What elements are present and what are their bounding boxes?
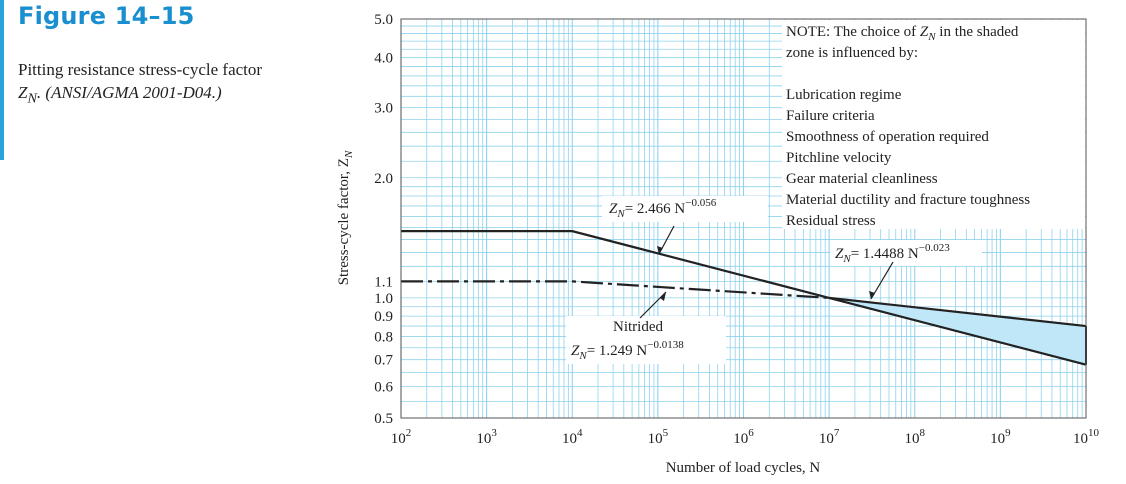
x-tick-exponent: 6 — [748, 427, 754, 439]
x-tick-base: 10 — [476, 431, 491, 447]
series-line-2 — [401, 280, 830, 299]
x-tick-base: 10 — [391, 431, 406, 447]
y-axis-label: Stress-cycle factor, ZN — [336, 150, 355, 285]
x-tick-label: 104 — [562, 427, 583, 447]
eq3-leader-arrow — [660, 292, 666, 301]
y-tick-label: 5.0 — [374, 12, 393, 28]
caption-accent-bar — [0, 0, 4, 160]
x-tick-base: 10 — [733, 431, 748, 447]
equation-steel-upper-subscript: N — [616, 208, 625, 220]
x-tick-exponent: 8 — [920, 427, 926, 439]
y-axis-label-subscript: N — [343, 150, 355, 159]
x-tick-base: 10 — [1073, 431, 1088, 447]
y-tick-label: 1.0 — [374, 291, 393, 307]
x-tick-label: 102 — [391, 427, 412, 447]
note-line-1-subscript: N — [927, 31, 936, 43]
y-tick-label: 2.0 — [374, 171, 393, 187]
eq1-leader-arrow — [657, 246, 663, 254]
note-item: Gear material cleanliness — [786, 171, 938, 187]
x-tick-exponent: 5 — [663, 427, 669, 439]
equation-steel-upper-symbol: Z — [609, 201, 618, 217]
y-tick-label: 0.8 — [374, 330, 393, 346]
eq2-leader-arrow — [869, 291, 875, 299]
figure-caption: Pitting resistance stress-cycle factor Z… — [18, 58, 268, 110]
equation-steel-upper-exponent: −0.056 — [685, 197, 716, 209]
y-tick-label: 0.5 — [374, 411, 393, 427]
x-tick-base: 10 — [562, 431, 577, 447]
plot-frame — [400, 18, 1087, 419]
note-item: Lubrication regime — [786, 87, 902, 103]
note-line-1-symbol: Z — [920, 24, 929, 40]
note-background-layer — [566, 20, 1085, 364]
x-axis-label: Number of load cycles, N — [666, 460, 821, 476]
note-item: Material ductility and fracture toughnes… — [786, 192, 1030, 208]
eq3-background — [566, 316, 726, 364]
equation-nitrided: ZN= 1.249 N−0.0138 — [571, 339, 684, 362]
caption-symbol: Z — [18, 83, 28, 102]
equation-steel-lower-exponent: −0.023 — [919, 242, 950, 254]
x-tick-base: 10 — [990, 431, 1005, 447]
note-item: Failure criteria — [786, 108, 875, 124]
eq3-leader-line — [639, 291, 667, 319]
x-tick-label: 107 — [819, 427, 840, 447]
figure-label: Figure 14–15 — [18, 2, 195, 30]
y-tick-label: 0.7 — [374, 353, 393, 369]
y-tick-label: 3.0 — [374, 101, 393, 117]
axis-layer — [400, 18, 1087, 419]
x-tick-exponent: 4 — [577, 427, 583, 439]
y-tick-label: 0.9 — [374, 309, 393, 325]
equation-nitrided-body: = 1.249 N — [587, 343, 648, 359]
x-tick-label: 105 — [648, 427, 669, 447]
x-tick-label: 108 — [905, 427, 926, 447]
equation-steel-lower-body: = 1.4488 N — [851, 246, 919, 262]
x-tick-label: 1010 — [1073, 427, 1100, 447]
x-tick-exponent: 9 — [1005, 427, 1011, 439]
eq1-background — [602, 196, 768, 222]
y-axis-label-text: Stress-cycle factor, Z — [336, 158, 352, 285]
eq2-leader-line — [870, 261, 894, 300]
x-tick-exponent: 10 — [1088, 427, 1100, 439]
x-tick-base: 10 — [648, 431, 663, 447]
x-tick-label: 109 — [990, 427, 1011, 447]
caption-source: . (ANSI/AGMA 2001-D04.) — [36, 83, 222, 102]
y-tick-label: 1.1 — [374, 274, 393, 290]
nitrided-label: Nitrided — [613, 319, 663, 335]
equation-steel-upper: ZN= 2.466 N−0.056 — [609, 197, 717, 220]
series-layer — [400, 225, 1087, 366]
x-tick-label: 103 — [476, 427, 497, 447]
equation-nitrided-exponent: −0.0138 — [647, 339, 684, 351]
y-tick-label: 4.0 — [374, 51, 393, 67]
x-tick-base: 10 — [819, 431, 834, 447]
note-item: Smoothness of operation required — [786, 129, 989, 145]
x-tick-base: 10 — [905, 431, 920, 447]
note-line-2: zone is influenced by: — [786, 45, 918, 61]
note-line-1-tail: in the shaded — [936, 24, 1019, 40]
equation-nitrided-subscript: N — [578, 350, 587, 362]
equation-steel-lower-symbol: Z — [835, 246, 844, 262]
caption-text: Pitting resistance stress-cycle factor — [18, 60, 263, 79]
y-tick-label: 0.6 — [374, 379, 393, 395]
x-tick-exponent: 3 — [491, 427, 497, 439]
series-line-0 — [401, 230, 1087, 366]
note-item: Pitchline velocity — [786, 150, 892, 166]
note-line-1-text: NOTE: The choice of — [786, 24, 920, 40]
equation-steel-upper-body: = 2.466 N — [625, 201, 686, 217]
x-tick-exponent: 7 — [834, 427, 840, 439]
x-tick-label: 106 — [733, 427, 754, 447]
note-line-1: NOTE: The choice of ZN in the shaded — [786, 24, 1019, 43]
equation-nitrided-symbol: Z — [571, 343, 580, 359]
x-tick-exponent: 2 — [406, 427, 412, 439]
equation-steel-lower-subscript: N — [842, 253, 851, 265]
eq2-background — [830, 240, 982, 266]
note-background — [782, 20, 1085, 229]
equation-steel-lower: ZN= 1.4488 N−0.023 — [835, 242, 950, 265]
note-item: Residual stress — [786, 213, 876, 229]
series-line-1 — [829, 296, 1087, 328]
caption-subscript: N — [27, 90, 37, 107]
